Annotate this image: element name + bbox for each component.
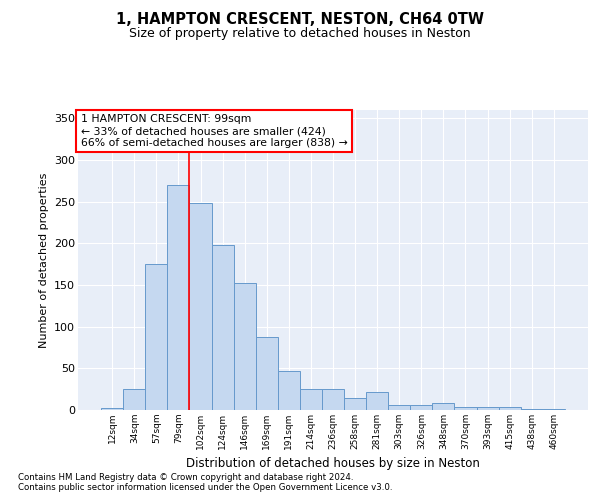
- Bar: [300, 389, 322, 410]
- Text: Contains HM Land Registry data © Crown copyright and database right 2024.: Contains HM Land Registry data © Crown c…: [18, 472, 353, 482]
- Bar: [476, 406, 499, 410]
- Bar: [410, 405, 433, 410]
- Bar: [388, 405, 410, 410]
- Text: 1 HAMPTON CRESCENT: 99sqm
← 33% of detached houses are smaller (424)
66% of semi: 1 HAMPTON CRESCENT: 99sqm ← 33% of detac…: [80, 114, 347, 148]
- X-axis label: Distribution of detached houses by size in Neston: Distribution of detached houses by size …: [186, 458, 480, 470]
- Bar: [344, 398, 366, 410]
- Bar: [123, 389, 145, 410]
- Bar: [233, 282, 256, 410]
- Text: 1, HAMPTON CRESCENT, NESTON, CH64 0TW: 1, HAMPTON CRESCENT, NESTON, CH64 0TW: [116, 12, 484, 28]
- Y-axis label: Number of detached properties: Number of detached properties: [38, 172, 49, 348]
- Bar: [433, 404, 454, 410]
- Bar: [167, 185, 190, 410]
- Text: Size of property relative to detached houses in Neston: Size of property relative to detached ho…: [129, 28, 471, 40]
- Bar: [101, 408, 123, 410]
- Bar: [454, 406, 476, 410]
- Bar: [543, 409, 565, 410]
- Bar: [145, 264, 167, 410]
- Bar: [521, 409, 543, 410]
- Bar: [366, 392, 388, 410]
- Bar: [212, 245, 233, 410]
- Bar: [190, 204, 212, 410]
- Bar: [278, 371, 300, 410]
- Bar: [322, 389, 344, 410]
- Bar: [256, 336, 278, 410]
- Bar: [499, 406, 521, 410]
- Text: Contains public sector information licensed under the Open Government Licence v3: Contains public sector information licen…: [18, 484, 392, 492]
